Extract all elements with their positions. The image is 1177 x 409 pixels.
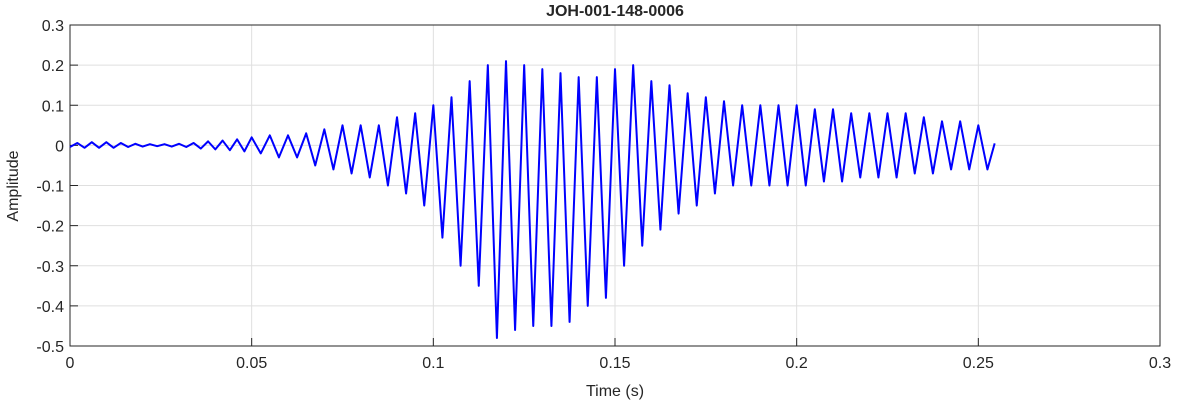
chart-title: JOH-001-148-0006 [546,3,684,20]
y-tick-label: -0.4 [36,299,64,316]
x-tick-label: 0.05 [236,355,267,372]
x-tick-label: 0.3 [1149,355,1171,372]
waveform-line [69,60,996,339]
y-tick-label: -0.3 [36,259,64,276]
y-tick-label: 0.2 [42,58,64,75]
y-tick-label: 0 [55,138,64,155]
y-tick-label: -0.2 [36,219,64,236]
plot-frame [69,24,1161,347]
y-tick-label: -0.1 [36,179,64,196]
x-tick-label: 0.25 [963,355,994,372]
y-tick-label: -0.5 [36,339,64,356]
y-tick-label: 0.1 [42,98,64,115]
x-tick-label: 0.1 [422,355,444,372]
x-tick-label: 0.2 [786,355,808,372]
x-axis-label: Time (s) [586,383,644,400]
y-axis-label: Amplitude [5,150,22,221]
y-tick-label: 0.3 [42,18,64,35]
x-tick-label: 0.15 [599,355,630,372]
x-tick-label: 0 [66,355,75,372]
